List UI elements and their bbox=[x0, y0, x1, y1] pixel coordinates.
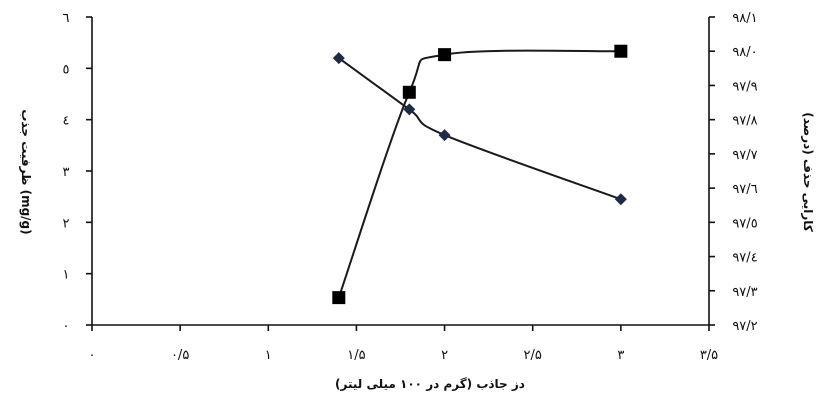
series-2-point bbox=[438, 48, 452, 62]
y-right-tick-label: ۹۷/۳ bbox=[732, 285, 757, 300]
y-left-tick-label: ٦ bbox=[63, 11, 70, 26]
series-layer bbox=[332, 44, 628, 305]
series-2-point bbox=[402, 85, 416, 99]
y-right-tick-label: ۹۷/۸ bbox=[732, 114, 757, 129]
series-2-point bbox=[332, 291, 346, 305]
y-right-tick-label: ۹۷/٥ bbox=[732, 216, 757, 231]
x-tick-label: ۲/۵ bbox=[524, 348, 542, 363]
x-tick-label: ۱/۵ bbox=[347, 348, 365, 363]
y-left-tick-label: ٥ bbox=[63, 62, 70, 77]
y-right-tick-label: ۹۷/٤ bbox=[732, 251, 757, 266]
tick-labels: ۰ ۰/۵ ۱ ۱/۵ ۲ ۲/۵ ۳ ۳/۵ ۰ ۱ ۲ ۳ ٤ ٥ ٦ ۹۷/۲ ۹۷/۳ ۹۷/٤ ۹۷/٥ ۹… bbox=[63, 11, 758, 363]
y-left-tick-label: ۱ bbox=[63, 268, 70, 283]
y-right-tick-label: ۹۷/۲ bbox=[732, 319, 757, 334]
x-tick-label: ۳/۵ bbox=[700, 348, 718, 363]
series-1-line bbox=[338, 57, 622, 201]
x-tick-label: ۳ bbox=[617, 348, 624, 363]
y-left-tick-label: ۲ bbox=[63, 216, 70, 231]
y-left-axis-title: ظرفیت جذب (mg/g) bbox=[19, 109, 33, 234]
series-2-line bbox=[337, 49, 621, 298]
series-1-point bbox=[438, 129, 451, 142]
axes bbox=[86, 16, 715, 331]
x-tick-label: ۰ bbox=[89, 348, 96, 363]
x-axis-title: دز جاذب (گرم در ۱۰۰ میلی لیتر) bbox=[335, 377, 525, 392]
y-left-tick-label: ۰ bbox=[63, 319, 70, 334]
series-2-point bbox=[614, 44, 628, 58]
x-tick-label: ۱ bbox=[265, 348, 272, 363]
y-right-axis-title: کارایی حذف (درصد) bbox=[801, 112, 815, 232]
y-right-tick-label: ۹۸/۰ bbox=[732, 45, 757, 60]
series-1-point bbox=[403, 103, 416, 116]
y-left-tick-label: ٤ bbox=[63, 114, 70, 129]
y-right-tick-label: ۹۸/۱ bbox=[732, 11, 757, 26]
y-left-tick-label: ۳ bbox=[63, 165, 70, 180]
series-1-point bbox=[614, 193, 627, 206]
y-right-tick-label: ۹۷/۷ bbox=[732, 148, 757, 163]
x-tick-label: ۰/۵ bbox=[171, 348, 189, 363]
y-right-tick-label: ۹۷/۹ bbox=[732, 79, 757, 94]
y-right-tick-label: ۹۷/٦ bbox=[732, 182, 757, 197]
x-tick-label: ۲ bbox=[441, 348, 448, 363]
series-1-point bbox=[332, 52, 345, 65]
